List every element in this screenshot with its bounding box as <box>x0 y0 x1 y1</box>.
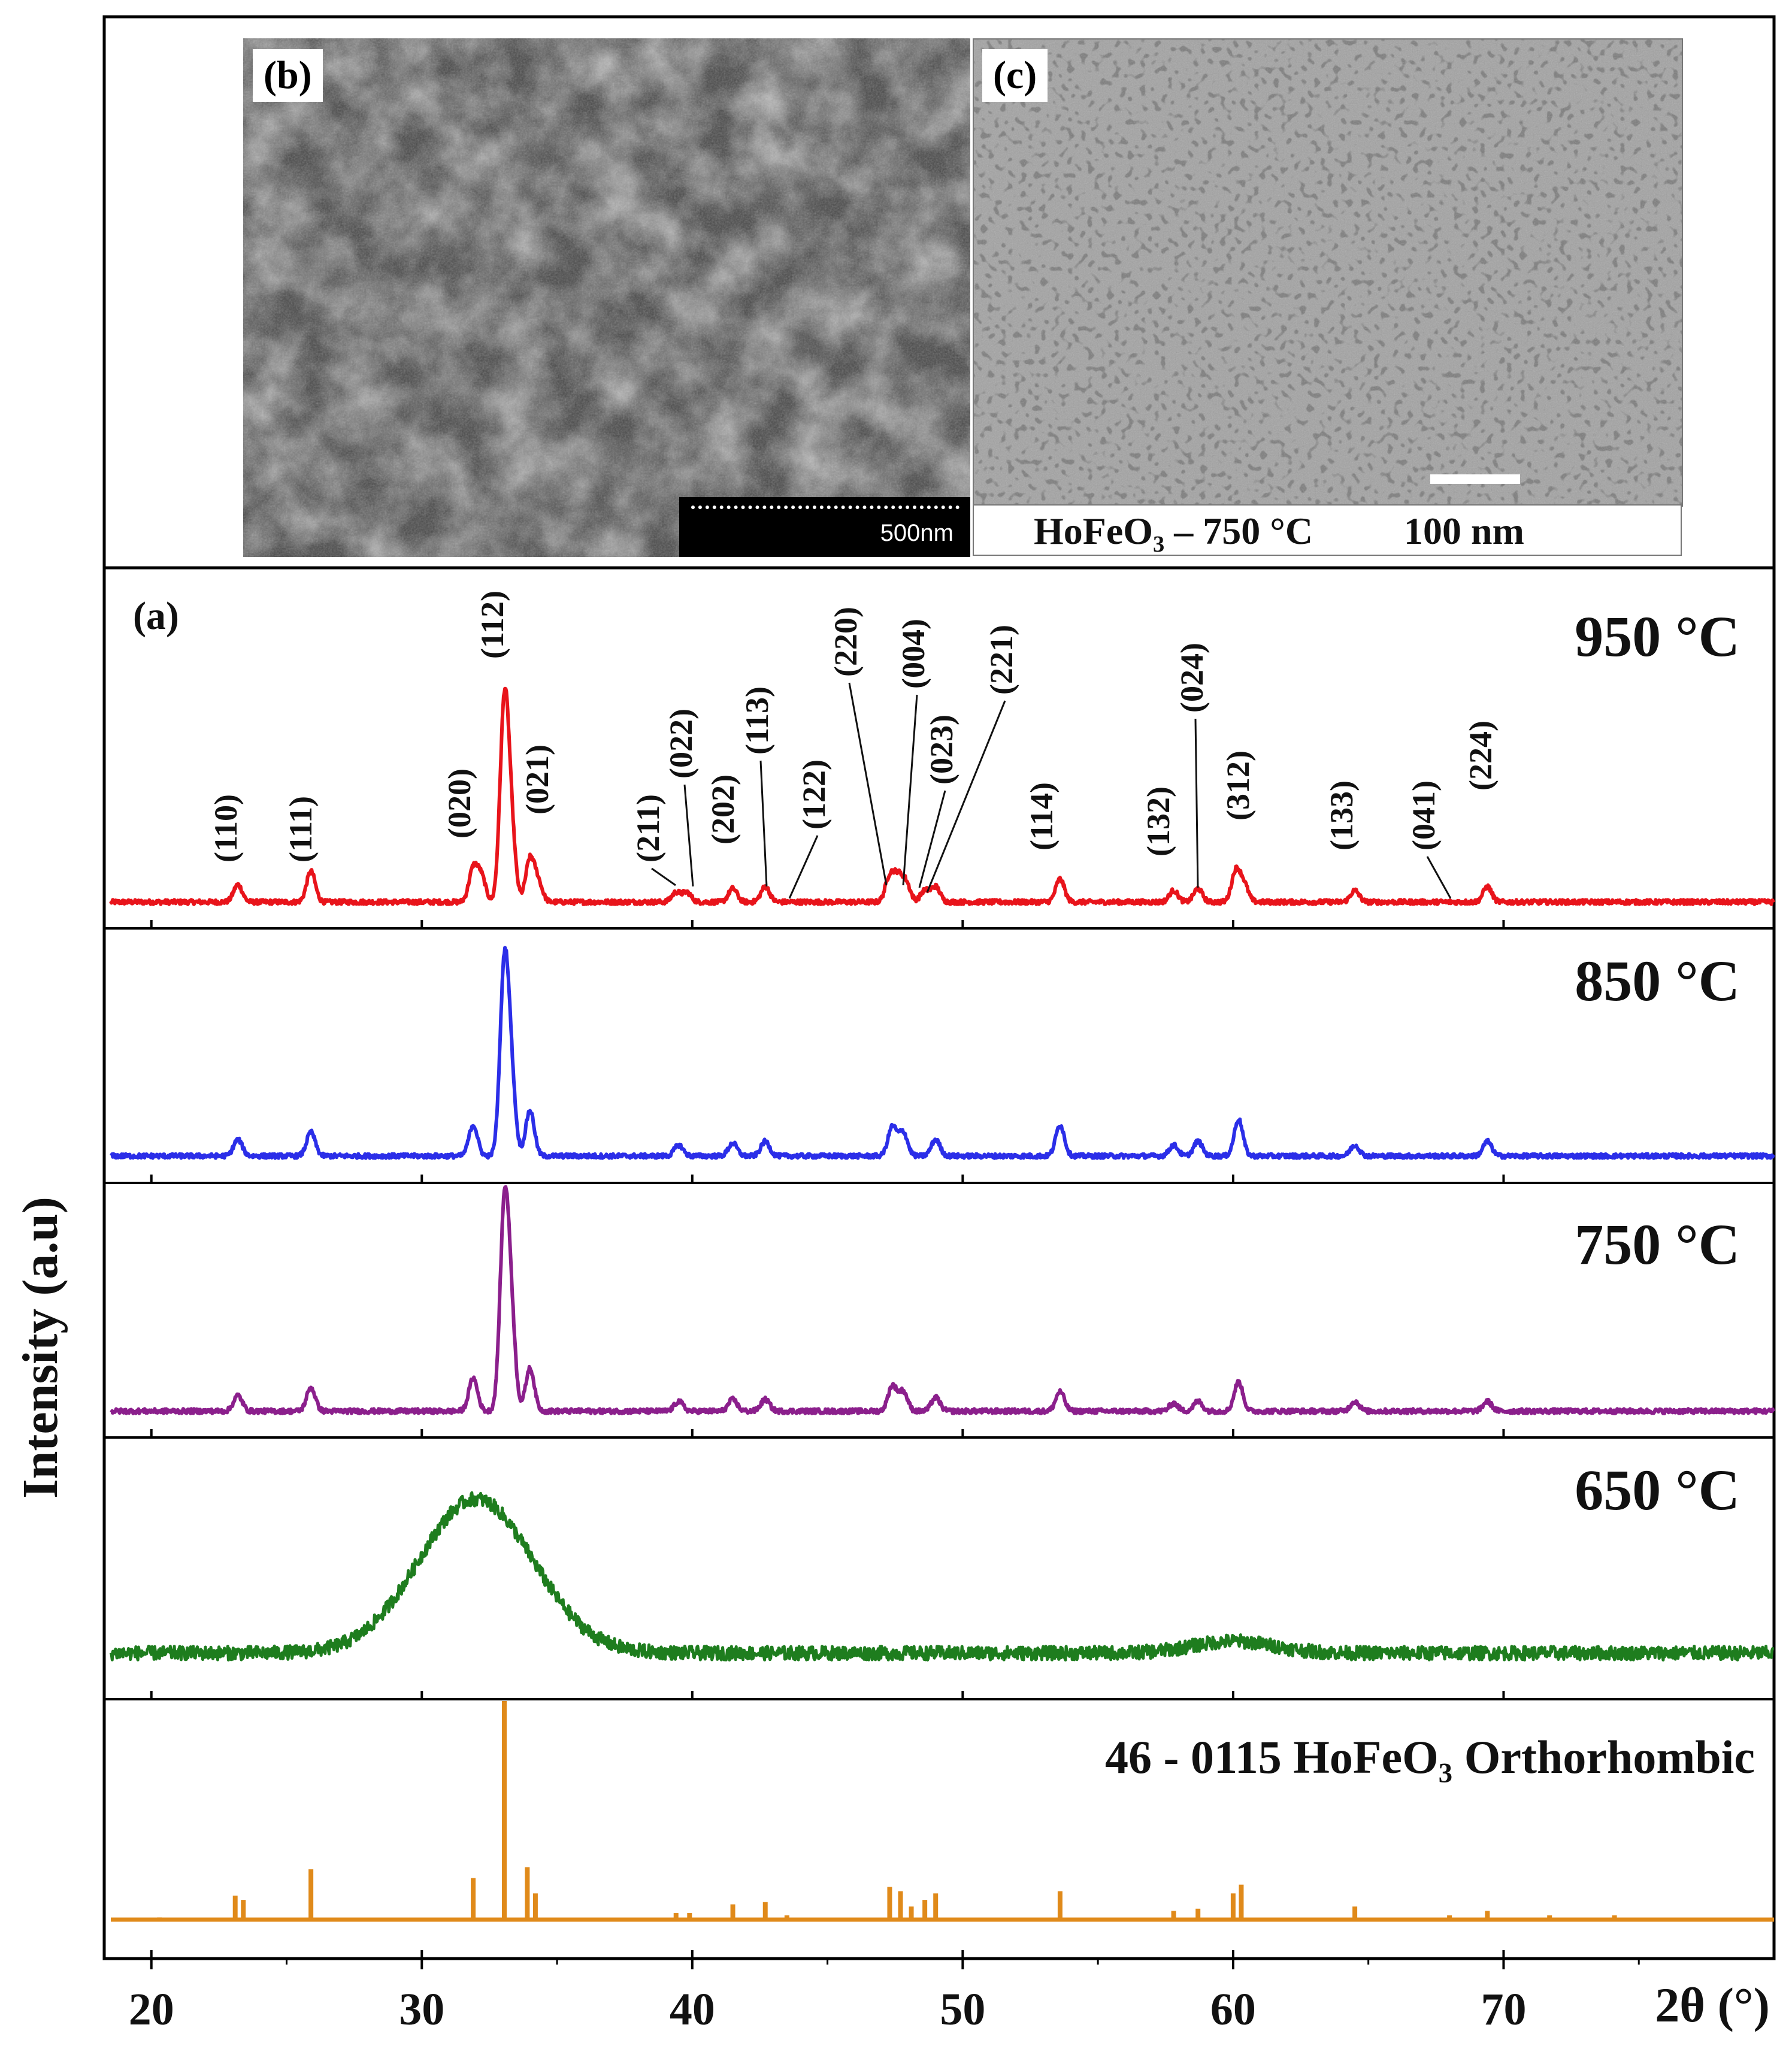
series-line <box>109 1491 1775 1661</box>
leader-line <box>1194 718 1199 888</box>
series-layer: 950 °C 850 °C 750 °C 650 °C 46 - 0115 HoFeO₃… <box>109 594 1775 1922</box>
series-0: 950 °C <box>109 604 1775 906</box>
sem-scale-ticks <box>691 506 959 514</box>
x-tick-label: 20 <box>129 1984 174 2035</box>
miller-index-label: (221) <box>983 625 1019 695</box>
panel-b-label: (b) <box>253 49 323 102</box>
leader-line <box>918 790 946 888</box>
leader-line <box>683 784 694 887</box>
series-label: 650 °C <box>1575 1458 1740 1522</box>
miller-index-label: (021) <box>519 744 555 815</box>
outer-border <box>102 15 1776 1960</box>
series-label: 46 - 0115 HoFeO₃ Orthorhombic <box>1105 1731 1755 1783</box>
miller-index-label: (004) <box>895 619 931 689</box>
series-label: 850 °C <box>1575 949 1740 1013</box>
x-tick-label: 60 <box>1210 1984 1256 2035</box>
annotation-layer: (110) (111) (020) (112) (021) (211) (022)(202)… <box>208 591 1499 899</box>
tem-scale-bar <box>1430 474 1520 484</box>
leader-line <box>902 694 918 886</box>
miller-index-label: (133) <box>1324 780 1360 851</box>
series-4: 46 - 0115 HoFeO₃ Orthorhombic <box>111 1701 1774 1922</box>
x-tick-label: 40 <box>670 1984 715 2035</box>
series-3: 650 °C <box>109 1458 1775 1661</box>
x-tick-label: 70 <box>1481 1984 1526 2035</box>
miller-index-label: (220) <box>828 607 864 677</box>
series-line <box>110 946 1775 1160</box>
figure-frame <box>102 15 1776 1960</box>
leader-line <box>788 835 819 899</box>
series-line <box>109 686 1775 906</box>
tem-caption: HoFeO₃ – 750 °C <box>1034 510 1313 552</box>
y-axis-label: Intensity (a.u) <box>13 1197 68 1499</box>
series-label: 750 °C <box>1575 1212 1740 1276</box>
x-axis: 20 30 40 50 60 70 2θ (°) Intensity (a.u) <box>13 1197 1770 2035</box>
tem-image: (c) <box>973 38 1683 507</box>
miller-index-label: (132) <box>1140 786 1176 856</box>
miller-index-label: (113) <box>739 686 775 755</box>
miller-index-label: (022) <box>663 709 699 779</box>
miller-index-label: (111) <box>283 796 319 862</box>
leader-line <box>1426 856 1452 899</box>
tem-texture <box>974 40 1682 506</box>
series-label: 950 °C <box>1575 604 1740 668</box>
sem-scale-text: 500nm <box>880 520 953 546</box>
x-tick-label: 30 <box>399 1984 444 2035</box>
leader-line <box>926 700 1006 893</box>
miller-index-label: (211) <box>630 794 666 862</box>
panel-a-label: (a) <box>133 594 179 638</box>
tem-caption-strip: HoFeO₃ – 750 °C 100 nm <box>973 504 1682 556</box>
miller-index-label: (023) <box>924 715 959 785</box>
miller-index-label: (114) <box>1024 782 1060 851</box>
series-line <box>110 1185 1775 1415</box>
miller-index-label: (224) <box>1463 721 1499 791</box>
panel-c-label: (c) <box>982 49 1048 102</box>
series-2: 750 °C <box>110 1185 1775 1415</box>
miller-index-label: (202) <box>705 774 741 845</box>
sem-image: (b) 500nm <box>243 38 970 557</box>
miller-index-label: (041) <box>1406 780 1442 851</box>
miller-index-label: (024) <box>1174 643 1210 713</box>
miller-index-label: (110) <box>208 794 244 862</box>
sem-scale-bar: 500nm <box>679 497 970 557</box>
leader-line <box>759 760 768 887</box>
leader-line <box>651 867 676 886</box>
series-1: 850 °C <box>110 946 1775 1160</box>
x-tick-label: 50 <box>940 1984 985 2035</box>
miller-index-label: (312) <box>1220 750 1256 821</box>
miller-index-label: (122) <box>796 759 832 830</box>
x-axis-label: 2θ (°) <box>1655 1978 1770 2032</box>
miller-index-label: (112) <box>474 591 510 659</box>
tem-scale-text: 100 nm <box>1404 510 1524 552</box>
miller-index-label: (020) <box>441 768 477 839</box>
leader-line <box>848 682 888 886</box>
sem-texture <box>243 38 970 557</box>
